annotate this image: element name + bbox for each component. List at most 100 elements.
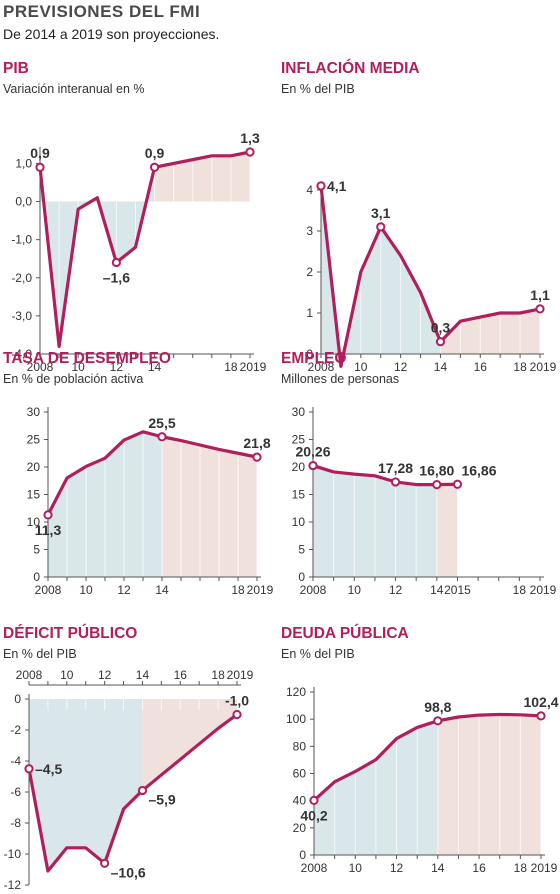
data-label: 16,80 (419, 463, 454, 479)
x-tick-label: 18 (211, 668, 225, 682)
x-tick-label: 10 (72, 360, 86, 374)
chart-title: INFLACIÓN MEDIA (281, 60, 420, 77)
data-label: 0,9 (30, 145, 50, 161)
data-label: 102,4 (523, 694, 558, 710)
y-tick-label: 15 (292, 488, 306, 502)
y-tick-label: -1,0 (11, 233, 32, 247)
y-tick-label: -2,0 (11, 271, 32, 285)
data-point (157, 432, 167, 442)
series-line (27, 712, 239, 873)
x-tick-label: 14 (430, 583, 444, 597)
x-tick-label: 2019 (530, 583, 557, 597)
area-projection (162, 436, 257, 577)
data-label: 3,1 (371, 205, 391, 221)
data-point (316, 181, 326, 191)
y-tick-label: 30 (292, 405, 306, 419)
x-tick-label: 12 (394, 360, 408, 374)
page-title: PREVISIONES DEL FMI (3, 2, 201, 21)
chart-subtitle: En % del PIB (281, 647, 355, 661)
data-point (43, 510, 53, 520)
x-tick-label: 2019 (240, 360, 267, 374)
y-tick-label: 60 (293, 767, 307, 781)
data-point (536, 711, 546, 721)
page-subtitle: De 2014 a 2019 son proyecciones. (3, 26, 220, 42)
chart-subtitle: En % del PIB (281, 82, 355, 96)
chart-panel-pib: PIB Variación interanual en % 1,0 0,0 -1,0… (3, 60, 273, 374)
x-tick-label: 16 (474, 360, 488, 374)
x-tick-label: 12 (98, 668, 112, 682)
x-tick-label: 2008 (35, 583, 62, 597)
chart-deficit-svg: 0 -2 -4 -6 -8 -10 -12 2008 10 12 14 16 18 2019 –4,5 –10… (4, 668, 254, 892)
x-tick-label: 2019 (227, 668, 254, 682)
y-tick-label: -4 (10, 754, 21, 768)
x-tick-label: 2019 (530, 360, 557, 374)
y-tick-label: 2 (306, 265, 313, 279)
y-tick-label: 4 (306, 183, 313, 197)
data-point (452, 479, 463, 489)
data-label: -1,0 (225, 693, 249, 709)
x-tick-label: 18 (231, 583, 245, 597)
series-line (46, 430, 259, 517)
data-point (24, 764, 34, 774)
y-tick-label: 10 (292, 515, 306, 529)
x-tick-label: 16 (174, 668, 188, 682)
series-line (319, 184, 542, 368)
data-label: 0,3 (431, 320, 451, 336)
data-label: –5,9 (148, 791, 175, 807)
y-tick-label: 15 (27, 488, 41, 502)
x-tick-label: 2019 (531, 861, 558, 875)
data-point (111, 257, 121, 268)
chart-subtitle: Millones de personas (281, 372, 400, 386)
data-point (308, 460, 318, 471)
data-point (252, 452, 262, 462)
x-tick-label: 18 (513, 583, 527, 597)
chart-panel-desempleo: TASA DE DESEMPLEO En % de población acti… (3, 350, 274, 610)
series-line (312, 712, 543, 802)
x-tick-label: 2019 (247, 583, 274, 597)
data-label: 1,1 (530, 287, 550, 303)
x-tick-label: 2008 (308, 360, 335, 374)
x-tick-label: 10 (349, 861, 363, 875)
y-tick-label: 1,0 (15, 156, 32, 170)
data-label: 11,3 (35, 522, 62, 538)
data-label: 21,8 (243, 435, 270, 451)
x-tick-label: 14 (155, 583, 169, 597)
data-point (245, 147, 255, 157)
chart-title: TASA DE DESEMPLEO (3, 350, 171, 367)
x-tick-label: 14 (136, 668, 150, 682)
chart-title: EMPLEO (281, 350, 347, 367)
x-tick-label: 18 (224, 360, 238, 374)
x-tick-label: 16 (472, 861, 486, 875)
y-tick-label: 20 (27, 460, 41, 474)
area-projection (437, 714, 541, 855)
y-tick-label: 0 (298, 570, 305, 584)
chart-title: DEUDA PÚBLICA (281, 625, 409, 642)
x-tick-label: 2008 (27, 360, 54, 374)
chart-title: PIB (3, 60, 29, 77)
area-projection (440, 308, 540, 354)
chart-subtitle: En % de población activa (3, 372, 144, 386)
data-point (390, 477, 401, 487)
x-tick-label: 14 (434, 360, 448, 374)
y-tick-label: -4,0 (11, 347, 32, 361)
data-label: 25,5 (148, 415, 175, 431)
y-tick-label: -2 (10, 723, 21, 737)
data-label: 1,3 (240, 130, 260, 146)
y-tick-label: 100 (286, 712, 306, 726)
x-tick-label: 12 (390, 861, 404, 875)
data-label: –4,5 (35, 761, 62, 777)
y-tick-label: 10 (27, 515, 41, 529)
area-historic (40, 167, 155, 347)
data-point (432, 480, 442, 490)
y-tick-label: 0 (14, 692, 21, 706)
y-tick-label: 120 (286, 685, 306, 699)
data-label: 16,86 (461, 462, 496, 478)
data-label: 98,8 (424, 699, 451, 715)
chart-panel-deuda: DEUDA PÚBLICA En % del PIB 120 100 80 60 40 2… (281, 625, 559, 887)
chart-title: DÉFICIT PÚBLICO (3, 625, 138, 642)
area-projection (142, 699, 237, 791)
y-tick-label: 1 (306, 306, 313, 320)
